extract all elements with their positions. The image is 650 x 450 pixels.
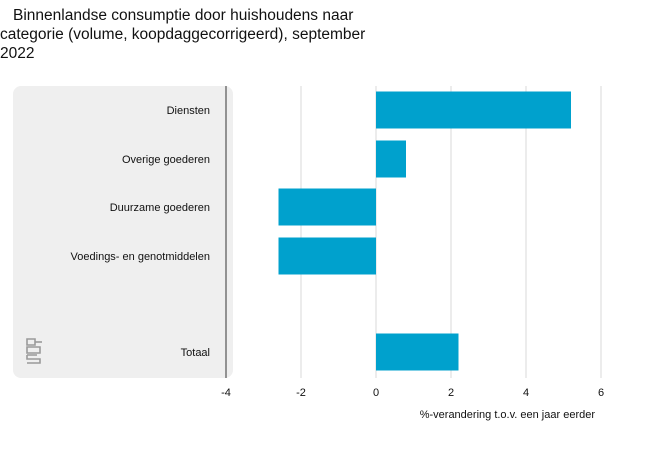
chart-title-line: Binnenlandse consumptie door huishoudens… [13,7,354,24]
x-tick-label: 2 [448,387,454,399]
x-tick-label: -2 [296,387,306,399]
bar [278,237,376,275]
x-tick-labels: -4 -2 0 2 4 6 [221,387,604,399]
bar [278,188,376,226]
chart-title-line: 2022 [0,45,35,62]
bars [278,91,571,371]
bar [376,333,459,371]
category-label: Overige goederen [122,154,210,166]
x-tick-label: 6 [598,387,604,399]
x-tick-label: 4 [523,387,529,399]
x-axis-title: %-verandering t.o.v. een jaar eerder [420,409,596,421]
cbs-logo [26,338,42,364]
category-label-panel [13,86,233,378]
category-labels: Diensten Overige goederen Duurzame goedere… [71,105,210,359]
x-tick-label: -4 [221,387,231,399]
category-label: Duurzame goederen [110,202,210,214]
grid-lines [300,86,602,378]
category-label: Voedings- en genotmiddelen [71,251,210,263]
category-label: Diensten [167,105,210,117]
bar [376,140,406,178]
chart-title: Binnenlandse consumptie door huishoudens… [0,6,470,63]
category-label: Totaal [181,347,210,359]
chart-title-line: categorie (volume, koopdaggecorrigeerd),… [0,26,366,43]
x-tick-label: 0 [373,387,379,399]
bar [376,91,571,129]
